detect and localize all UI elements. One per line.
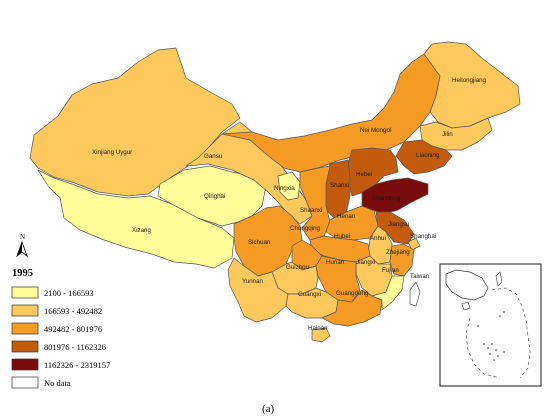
province-fujian xyxy=(371,275,405,311)
label-hubei: Hubei xyxy=(334,233,350,240)
label-xinjiang: Xinjiang Uygur xyxy=(92,149,132,156)
label-jilin: Jilin xyxy=(442,131,453,138)
legend-label-4: 1162326 - 2319157 xyxy=(44,360,110,370)
label-shaanxi: Shaanxi xyxy=(300,207,322,214)
label-chongqing: Chongqing xyxy=(290,225,320,232)
label-hebei: Hebei xyxy=(356,171,372,178)
province-guangdong xyxy=(321,289,383,327)
legend-swatch-1 xyxy=(11,304,39,317)
legend-label-5: No data xyxy=(44,378,71,388)
label-henan: Henan xyxy=(337,213,356,220)
label-zhejiang: Zhejiang xyxy=(386,249,410,256)
province-hainan xyxy=(311,327,331,343)
province-liaoning xyxy=(395,139,453,175)
label-fujian: Fujian xyxy=(382,267,399,274)
legend: 2100 - 166593 166593 - 492482 492482 - 801… xyxy=(11,286,110,389)
province-xinjiang xyxy=(29,47,241,197)
label-shanghai: Shanghai xyxy=(410,233,436,240)
legend-swatch-4 xyxy=(11,358,39,371)
province-taiwan xyxy=(409,281,421,307)
label-shandong: Shandong xyxy=(372,195,401,202)
label-gansu: Gansu xyxy=(204,153,223,160)
province-qinghai xyxy=(157,165,267,227)
label-jiangsu: Jiangsu xyxy=(388,221,410,228)
label-qinghai: Qinghai xyxy=(204,193,225,200)
legend-swatch-5 xyxy=(11,376,39,389)
label-xizang: Xizang xyxy=(132,227,151,234)
province-heilongjiang xyxy=(423,41,521,129)
legend-swatch-2 xyxy=(11,322,39,335)
label-jiangxi: Jiangxi xyxy=(356,259,375,266)
inset-coastline xyxy=(445,269,489,301)
province-shanghai xyxy=(407,237,421,251)
label-liaoning: Liaoning xyxy=(416,152,440,159)
north-arrow: N xyxy=(16,233,28,258)
inset-island-hainan xyxy=(461,301,471,311)
province-ningxia xyxy=(277,171,301,201)
label-taiwan: Taiwan xyxy=(410,273,430,280)
label-anhui: Anhui xyxy=(370,235,386,242)
label-guangdong: Guangdong xyxy=(336,290,369,297)
label-guizhou: Guizhou xyxy=(286,264,310,271)
label-ningxia: Ningxia xyxy=(274,185,295,192)
label-sichuan: Sichuan xyxy=(248,239,271,246)
label-neimongol: Nei Mongol xyxy=(360,127,391,134)
province-zhejiang xyxy=(389,243,415,277)
inset-island-taiwan xyxy=(495,271,503,287)
legend-swatch-0 xyxy=(11,286,39,299)
north-label: N xyxy=(20,233,25,241)
inset-islands xyxy=(477,311,505,361)
label-guangxi: Guangxi xyxy=(298,291,321,298)
legend-label-2: 492482 - 801976 xyxy=(44,324,102,334)
label-hainan: Hainan xyxy=(308,325,328,332)
inset-boundary-line-west xyxy=(465,317,501,379)
label-yunnan: Yunnan xyxy=(242,278,264,285)
province-xizang xyxy=(37,169,235,269)
province-labels: Xinjiang Uygur Xizang Qinghai Gansu Nei … xyxy=(92,77,487,332)
inset-boundary-line xyxy=(491,287,531,379)
label-shanxi: Shanxi xyxy=(330,182,349,189)
label-hunan: Hunan xyxy=(326,259,345,266)
legend-label-0: 2100 - 166593 xyxy=(44,288,94,298)
label-heilongjiang: Heilongjiang xyxy=(452,77,487,84)
map-year: 1995 xyxy=(12,268,33,279)
legend-swatch-3 xyxy=(11,340,39,353)
province-layer xyxy=(29,41,521,343)
province-shandong xyxy=(361,177,429,215)
legend-label-3: 801976 - 1162326 xyxy=(44,342,106,352)
province-yunnan xyxy=(227,257,289,323)
legend-label-1: 166593 - 492482 xyxy=(44,306,102,316)
south-china-sea-inset xyxy=(439,263,542,387)
figure-caption: (a) xyxy=(262,403,275,415)
